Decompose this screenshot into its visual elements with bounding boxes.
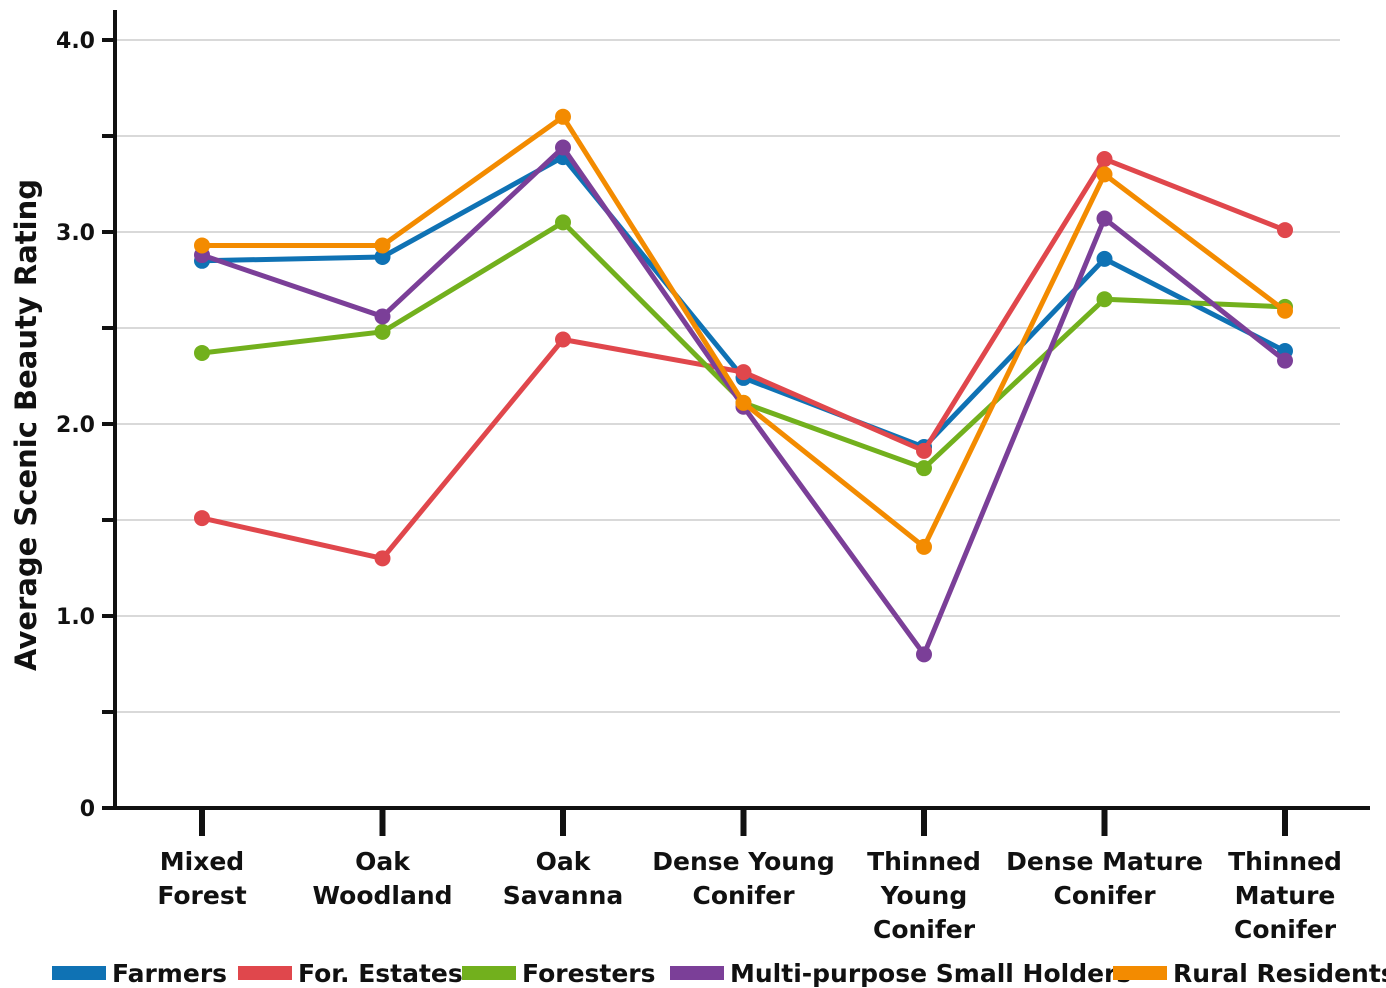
- series-rural-residents: [194, 108, 1293, 555]
- legend: Farmers For. Estates Foresters Multi-purpos…: [52, 959, 1386, 988]
- series-line: [201, 156, 1286, 561]
- y-tick-label: 1.0: [56, 605, 95, 630]
- data-point: [374, 550, 391, 567]
- x-tick-label: Thinned Young Conifer: [867, 847, 981, 944]
- data-point: [374, 323, 391, 340]
- data-point: [916, 646, 932, 663]
- data-point: [1096, 250, 1113, 267]
- data-point: [194, 510, 210, 527]
- series-for-estates: [194, 151, 1293, 567]
- series-group: [194, 108, 1293, 663]
- x-tick-label: Mixed Forest: [157, 847, 246, 910]
- data-point: [1277, 352, 1293, 369]
- legend-swatch: [52, 966, 106, 980]
- y-axis-title: Average Scenic Beauty Rating: [9, 179, 43, 671]
- x-tick-label: Dense Young Conifer: [652, 847, 835, 910]
- data-point: [555, 108, 571, 125]
- y-tick-label: 2.0: [56, 413, 95, 438]
- y-tick-label: 0: [80, 797, 95, 822]
- legend-label: Multi-purpose Small Holders: [730, 959, 1131, 988]
- y-tick-label: 3.0: [56, 221, 95, 246]
- data-point: [374, 237, 391, 254]
- legend-label: For. Estates: [298, 959, 463, 988]
- data-point: [735, 394, 752, 411]
- data-point: [374, 248, 391, 265]
- legend-swatch: [238, 966, 292, 980]
- legend-label: Foresters: [522, 959, 656, 988]
- grid-lines: [115, 39, 1340, 713]
- data-point: [1096, 166, 1113, 183]
- series-foresters: [194, 214, 1293, 477]
- data-point: [555, 331, 571, 348]
- legend-label: Farmers: [112, 959, 227, 988]
- data-point: [555, 139, 571, 156]
- data-point: [1096, 291, 1113, 308]
- data-point: [1277, 222, 1293, 239]
- data-point: [916, 538, 932, 555]
- legend-swatch: [670, 966, 724, 980]
- legend-swatch: [1113, 966, 1167, 980]
- data-point: [1277, 302, 1293, 319]
- data-point: [735, 364, 752, 381]
- data-point: [374, 308, 391, 325]
- y-axis: 0 1.0 2.0 3.0 4.0: [56, 10, 117, 822]
- x-tick-label: Oak Woodland: [312, 847, 452, 910]
- x-tick-label: Thinned Mature Conifer: [1228, 847, 1342, 944]
- legend-label: Rural Residents: [1173, 959, 1386, 988]
- data-point: [916, 460, 932, 477]
- legend-swatch: [462, 966, 516, 980]
- x-tick-label: Dense Mature Conifer: [1006, 847, 1203, 910]
- data-point: [1096, 151, 1113, 168]
- data-point: [916, 442, 932, 459]
- data-point: [555, 214, 571, 231]
- data-point: [1096, 210, 1113, 227]
- x-tick-label: Oak Savanna: [503, 847, 624, 910]
- data-point: [194, 237, 210, 254]
- x-axis: Mixed Forest Oak Woodland Oak Savanna Dense Yo…: [113, 806, 1370, 944]
- y-tick-label: 4.0: [56, 29, 95, 54]
- data-point: [194, 344, 210, 361]
